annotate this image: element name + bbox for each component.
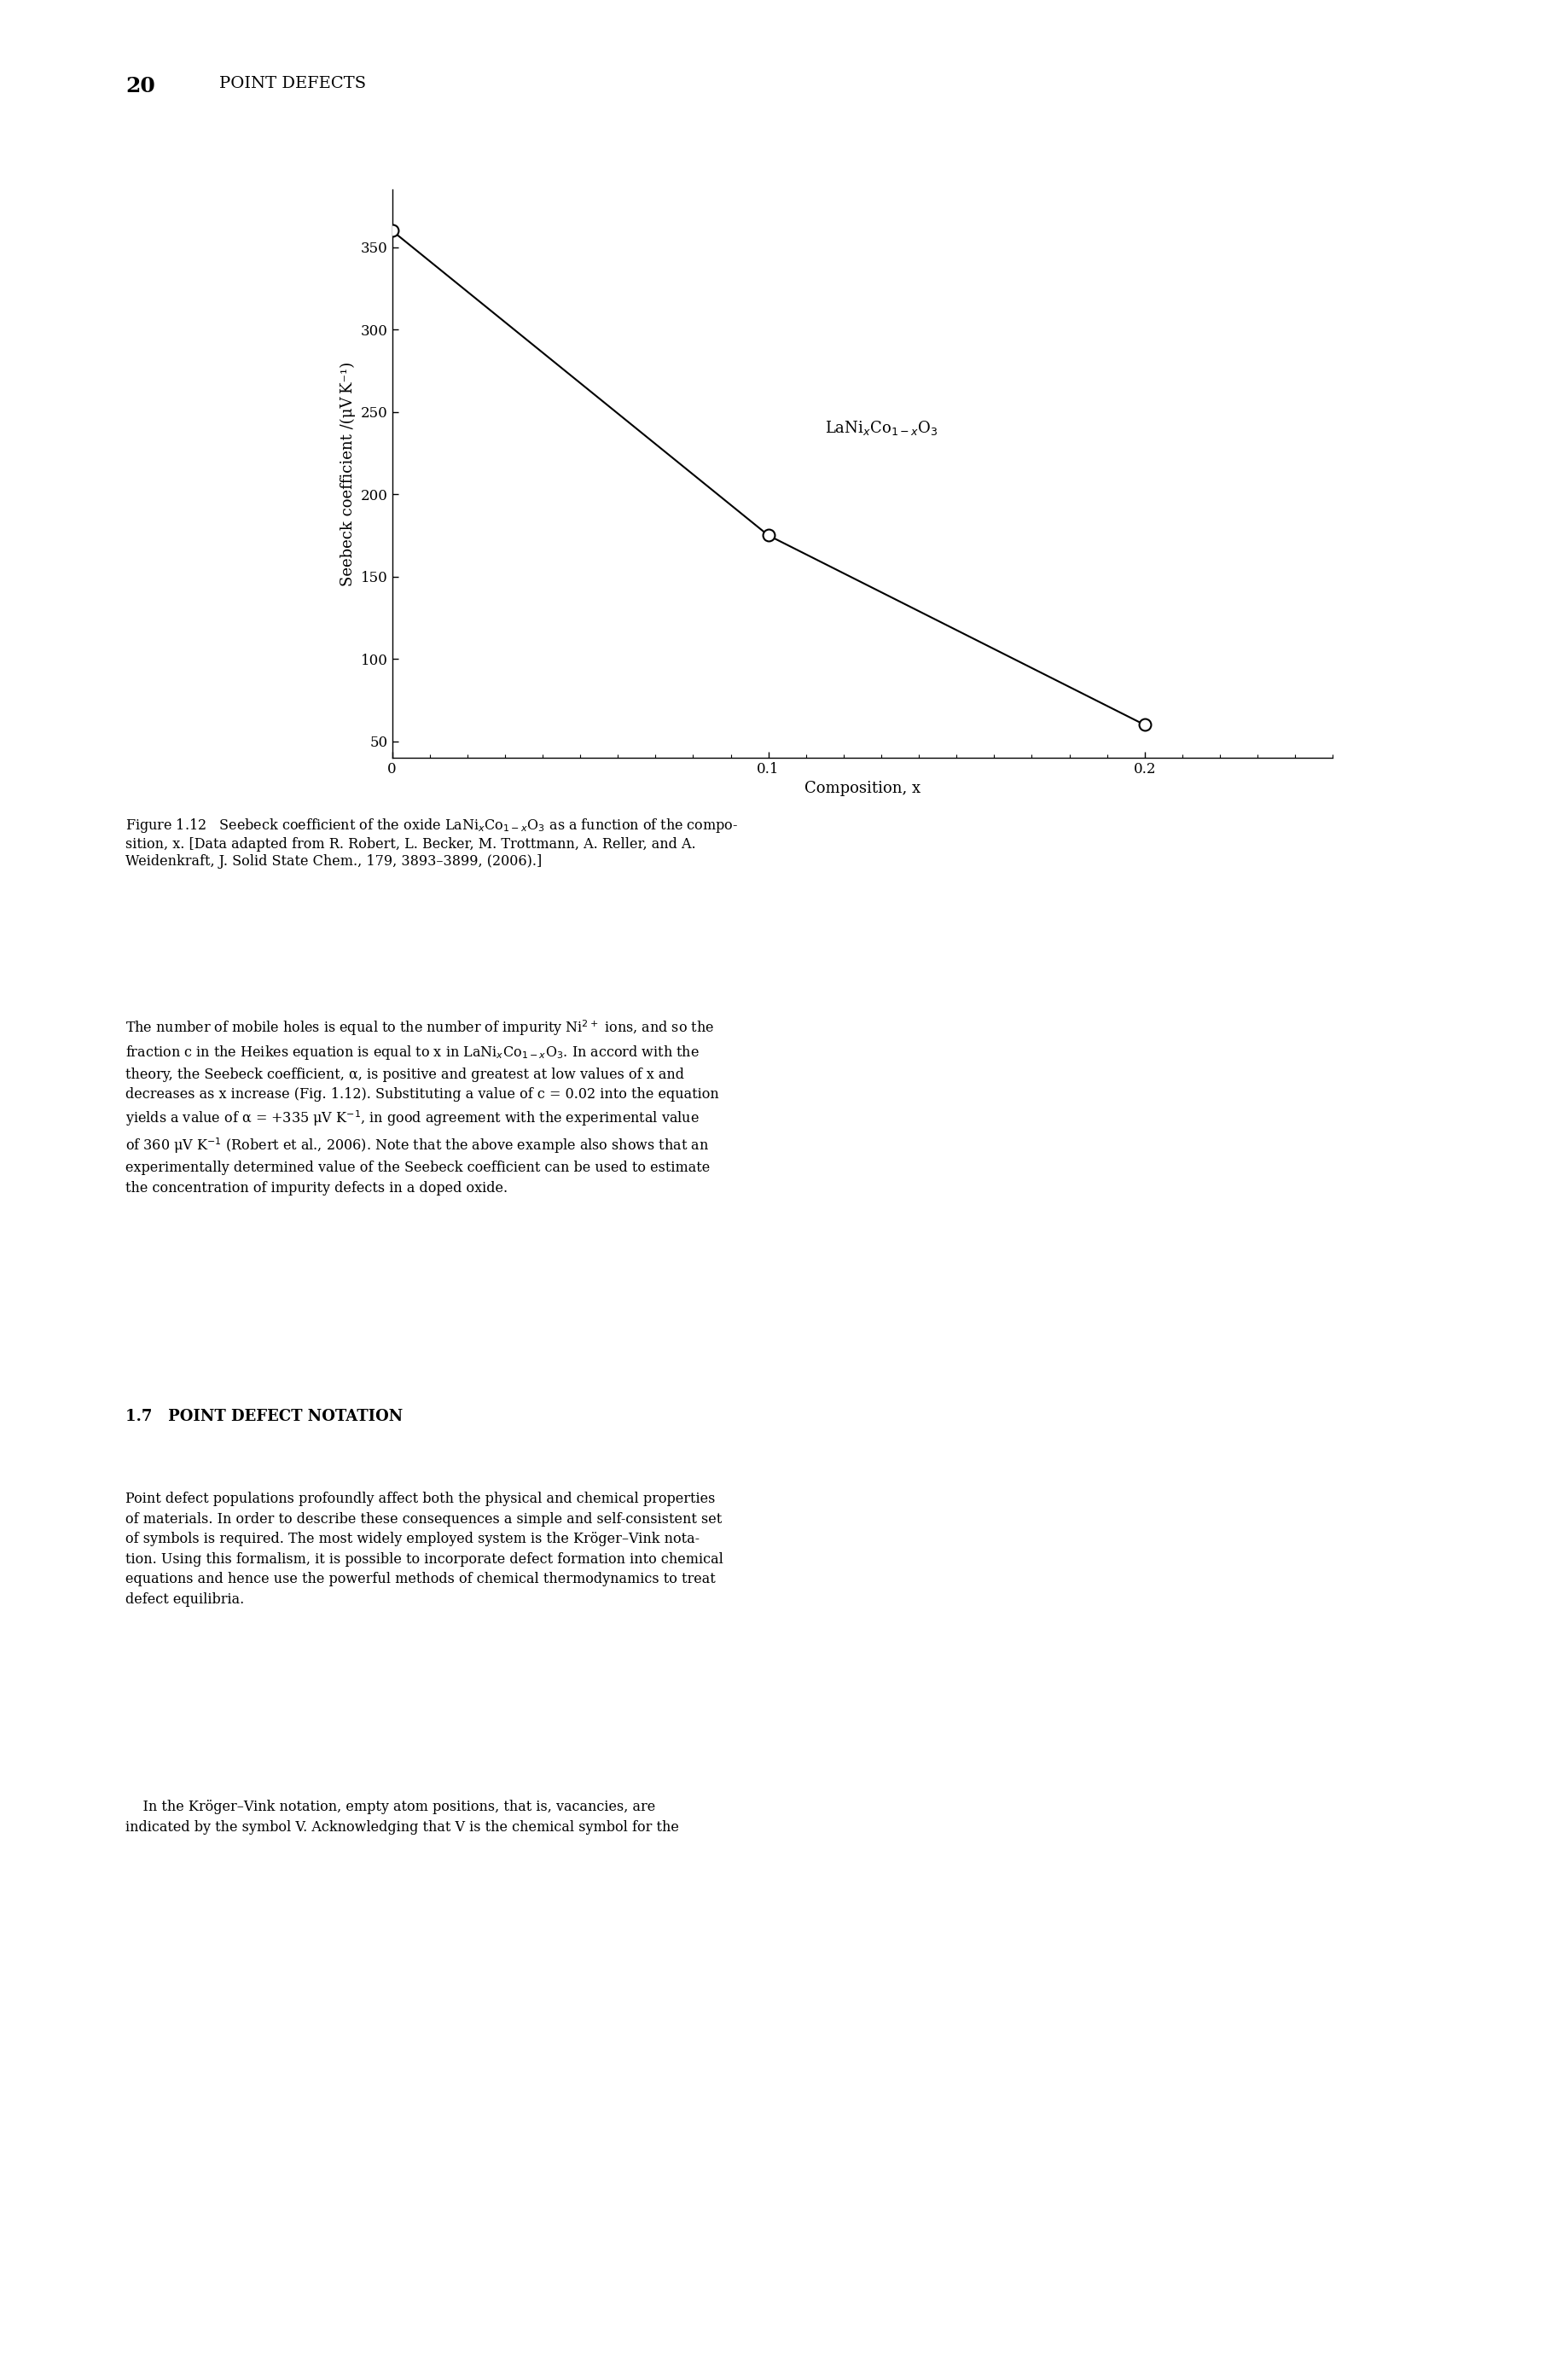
Text: The number of mobile holes is equal to the number of impurity Ni$^{2+}$ ions, an: The number of mobile holes is equal to t… — [125, 1018, 720, 1196]
Text: Figure 1.12   Seebeck coefficient of the oxide LaNi$_x$Co$_{1-x}$O$_3$ as a func: Figure 1.12 Seebeck coefficient of the o… — [125, 817, 739, 869]
Text: In the Kröger–Vink notation, empty atom positions, that is, vacancies, are
indic: In the Kröger–Vink notation, empty atom … — [125, 1800, 679, 1835]
Text: LaNi$_x$Co$_{1-x}$O$_3$: LaNi$_x$Co$_{1-x}$O$_3$ — [825, 419, 938, 438]
Text: 1.7   POINT DEFECT NOTATION: 1.7 POINT DEFECT NOTATION — [125, 1409, 403, 1423]
Text: 20: 20 — [125, 76, 155, 97]
Text: Point defect populations profoundly affect both the physical and chemical proper: Point defect populations profoundly affe… — [125, 1492, 723, 1606]
X-axis label: Composition, x: Composition, x — [804, 781, 920, 796]
Y-axis label: Seebeck coefficient /(μV K⁻¹): Seebeck coefficient /(μV K⁻¹) — [340, 362, 356, 585]
Text: POINT DEFECTS: POINT DEFECTS — [220, 76, 367, 90]
